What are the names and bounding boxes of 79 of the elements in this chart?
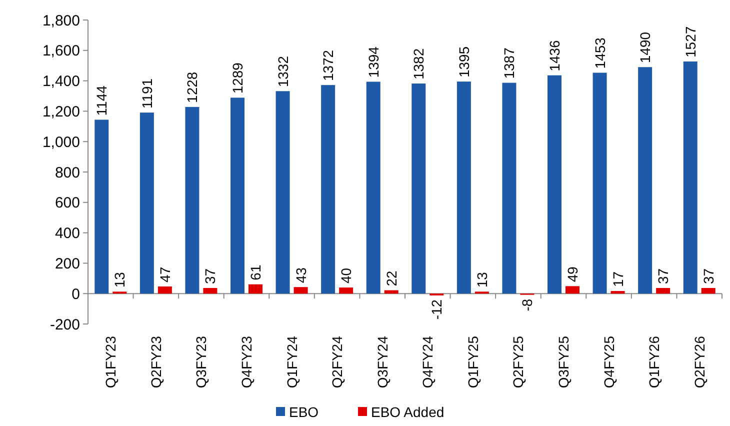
bar	[384, 290, 398, 294]
data-label: 1394	[365, 46, 382, 78]
bar	[366, 82, 380, 294]
x-tick-label: Q2FY23	[148, 336, 164, 388]
data-label: 1527	[682, 26, 698, 58]
data-label: 1228	[184, 72, 200, 103]
y-tick-label: 1,800	[42, 12, 80, 30]
bar	[656, 288, 670, 294]
bar	[592, 72, 607, 294]
bar	[412, 84, 426, 294]
x-tick-label: Q2FY26	[691, 336, 708, 388]
x-tick-label: Q3FY23	[193, 336, 210, 388]
data-label: 1453	[592, 37, 608, 69]
bar	[321, 85, 336, 294]
data-label: 47	[156, 266, 173, 282]
bar	[701, 288, 716, 294]
x-tick-label: Q1FY26	[646, 336, 662, 388]
data-label: 13	[474, 272, 490, 288]
data-label: -12	[428, 299, 445, 320]
bar	[339, 288, 354, 294]
data-label: 13	[112, 272, 128, 288]
x-tick-label: Q3FY24	[374, 336, 390, 388]
data-label: 1191	[138, 78, 155, 109]
y-tick-label: 0	[72, 286, 80, 303]
y-tick-label: 1,000	[42, 134, 80, 151]
y-tick-label: 600	[54, 194, 80, 212]
bar	[683, 61, 698, 294]
x-tick-label: Q4FY23	[238, 336, 254, 388]
data-label: 37	[700, 268, 716, 284]
data-label: 17	[610, 271, 626, 288]
data-label: 22	[383, 270, 400, 286]
bar	[248, 284, 262, 294]
x-tick-label: Q1FY24	[284, 336, 300, 388]
bar	[230, 98, 244, 294]
y-tick-label: 1,400	[42, 73, 80, 90]
y-tick-label: -200	[50, 316, 80, 334]
bar	[294, 287, 308, 294]
data-label: 49	[564, 266, 580, 282]
bar	[566, 286, 580, 294]
data-label: 1289	[230, 62, 246, 94]
legend-label: EBO	[289, 404, 319, 420]
bar	[203, 288, 218, 294]
bar	[610, 291, 625, 294]
bar	[502, 82, 516, 294]
data-label: 1387	[501, 47, 518, 79]
data-label: 1332	[274, 56, 291, 88]
bar	[456, 82, 471, 294]
legend-label: EBO Added	[371, 404, 444, 420]
bar	[276, 91, 290, 294]
bar	[158, 286, 172, 294]
bar	[94, 120, 109, 294]
x-tick-label: Q1FY23	[102, 336, 119, 388]
y-tick-label: 800	[54, 164, 80, 182]
x-tick-label: Q4FY24	[420, 336, 436, 388]
y-tick-label: 400	[54, 225, 80, 242]
data-label: 1144	[94, 85, 110, 116]
data-label: -8	[519, 298, 536, 312]
x-tick-label: Q4FY25	[600, 336, 617, 388]
data-label: 1382	[410, 48, 427, 80]
x-tick-label: Q1FY25	[464, 336, 481, 388]
x-tick-label: Q3FY25	[556, 336, 572, 388]
data-label: 37	[202, 268, 218, 284]
y-tick-label: 1,200	[42, 103, 80, 120]
y-tick-label: 1,600	[42, 42, 80, 60]
data-label: 61	[248, 264, 264, 280]
data-label: 1436	[546, 40, 562, 72]
x-tick-label: Q2FY24	[329, 336, 346, 388]
data-label: 40	[338, 268, 354, 284]
data-label: 1490	[637, 32, 654, 64]
y-tick-label: 200	[54, 255, 80, 272]
bar	[140, 112, 154, 294]
bar	[638, 67, 652, 294]
data-label: 1395	[456, 46, 472, 78]
data-label: 1372	[320, 50, 336, 82]
data-label: 43	[292, 267, 309, 284]
bar	[185, 106, 200, 294]
x-tick-label: Q2FY25	[510, 336, 526, 388]
data-label: 37	[655, 268, 672, 284]
bar	[548, 75, 562, 294]
